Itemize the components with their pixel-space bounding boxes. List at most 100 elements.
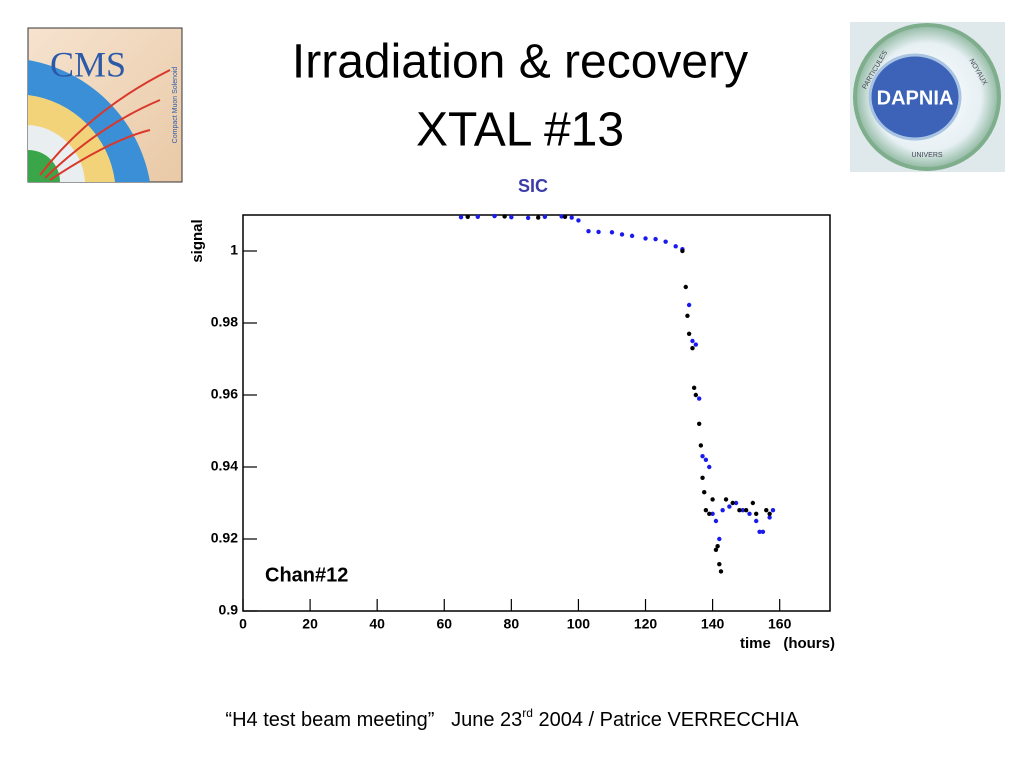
point — [710, 497, 715, 502]
dapnia-disc — [868, 53, 962, 141]
point — [559, 214, 564, 219]
point — [754, 518, 759, 524]
slide-title: Irradiation & recovery — [292, 36, 748, 89]
point — [576, 218, 581, 223]
point — [663, 239, 668, 244]
point — [696, 396, 702, 401]
point — [707, 511, 712, 516]
y-tick-label: 1 — [230, 242, 238, 258]
point — [525, 215, 531, 221]
slide-title: XTAL #13 — [416, 104, 624, 157]
point — [703, 457, 709, 462]
point — [542, 214, 548, 219]
point — [465, 214, 470, 219]
x-tick-label: 0 — [239, 616, 247, 632]
point — [730, 500, 735, 506]
point — [673, 244, 678, 249]
point — [737, 508, 742, 513]
point — [685, 313, 690, 318]
point — [686, 331, 692, 336]
x-axis-label: time (hours) — [740, 635, 835, 652]
y-tick-label: 0.98 — [211, 314, 238, 330]
point — [713, 547, 719, 552]
x-tick-label: 40 — [369, 616, 385, 632]
point — [619, 232, 625, 237]
y-tick-label: 0.92 — [211, 530, 238, 546]
point — [757, 529, 762, 534]
point — [702, 490, 707, 495]
point — [720, 508, 725, 513]
point — [700, 454, 705, 459]
footer-sup: rd — [522, 706, 533, 720]
footer: “H4 test beam meeting” June 23rd 2004 / … — [225, 706, 799, 731]
cms-tracks — [39, 69, 171, 181]
dapnia-text: DAPNIA — [877, 87, 954, 109]
point — [690, 346, 695, 351]
point — [696, 421, 702, 426]
x-tick-label: 160 — [768, 616, 792, 632]
point — [643, 236, 648, 241]
point — [715, 544, 720, 549]
dapnia-logo: DAPNIA PARTICULES NOYAUX UNIVERS — [850, 22, 1005, 172]
point — [743, 508, 749, 513]
footer-text: “H4 test beam meeting” June 23 — [225, 709, 522, 731]
dapnia-small: UNIVERS — [911, 152, 942, 159]
point — [693, 342, 699, 347]
x-tick-label: 140 — [701, 616, 725, 632]
point — [764, 508, 769, 513]
x-tick-label: 100 — [567, 616, 591, 632]
point — [727, 504, 732, 509]
y-tick-label: 0.9 — [219, 602, 239, 618]
annotation: Chan#12 — [265, 564, 348, 586]
x-tick-label: 120 — [634, 616, 658, 632]
point — [586, 229, 591, 234]
point — [707, 464, 712, 470]
point — [596, 229, 601, 235]
chart-title: SIC — [518, 176, 548, 196]
point — [717, 562, 722, 567]
point — [747, 511, 752, 516]
point — [680, 248, 685, 254]
point — [653, 236, 658, 242]
point — [717, 536, 722, 542]
point — [733, 500, 739, 506]
y-tick-label: 0.96 — [211, 386, 238, 402]
point — [754, 511, 759, 516]
point — [562, 214, 568, 219]
point — [502, 214, 507, 219]
cms-logo: CMS Compact Muon Solenoid — [27, 27, 183, 183]
point — [723, 497, 729, 502]
point — [700, 475, 705, 480]
x-tick-label: 20 — [302, 616, 318, 632]
y-axis-label: signal — [189, 219, 206, 262]
point — [609, 230, 615, 235]
point — [458, 214, 464, 220]
point — [693, 392, 699, 398]
point — [767, 515, 772, 520]
point — [740, 508, 745, 513]
x-tick-label: 80 — [504, 616, 520, 632]
y-tick-label: 0.94 — [211, 458, 238, 474]
point — [475, 214, 480, 219]
point — [770, 508, 776, 513]
point — [683, 284, 688, 290]
footer-text: 2004 / Patrice VERRECCHIA — [533, 709, 799, 731]
point — [686, 302, 692, 308]
point — [535, 215, 541, 220]
point — [760, 529, 766, 534]
point — [569, 215, 574, 220]
point — [767, 511, 772, 516]
point — [718, 569, 724, 574]
point — [690, 338, 695, 344]
point — [750, 500, 756, 506]
point — [509, 214, 514, 220]
plot-frame — [242, 214, 831, 612]
x-tick-label: 60 — [436, 616, 452, 632]
cms-subtext: Compact Muon Solenoid — [172, 67, 179, 144]
point — [629, 233, 635, 239]
point — [492, 213, 497, 219]
cms-arc — [28, 150, 60, 182]
point — [698, 443, 704, 448]
